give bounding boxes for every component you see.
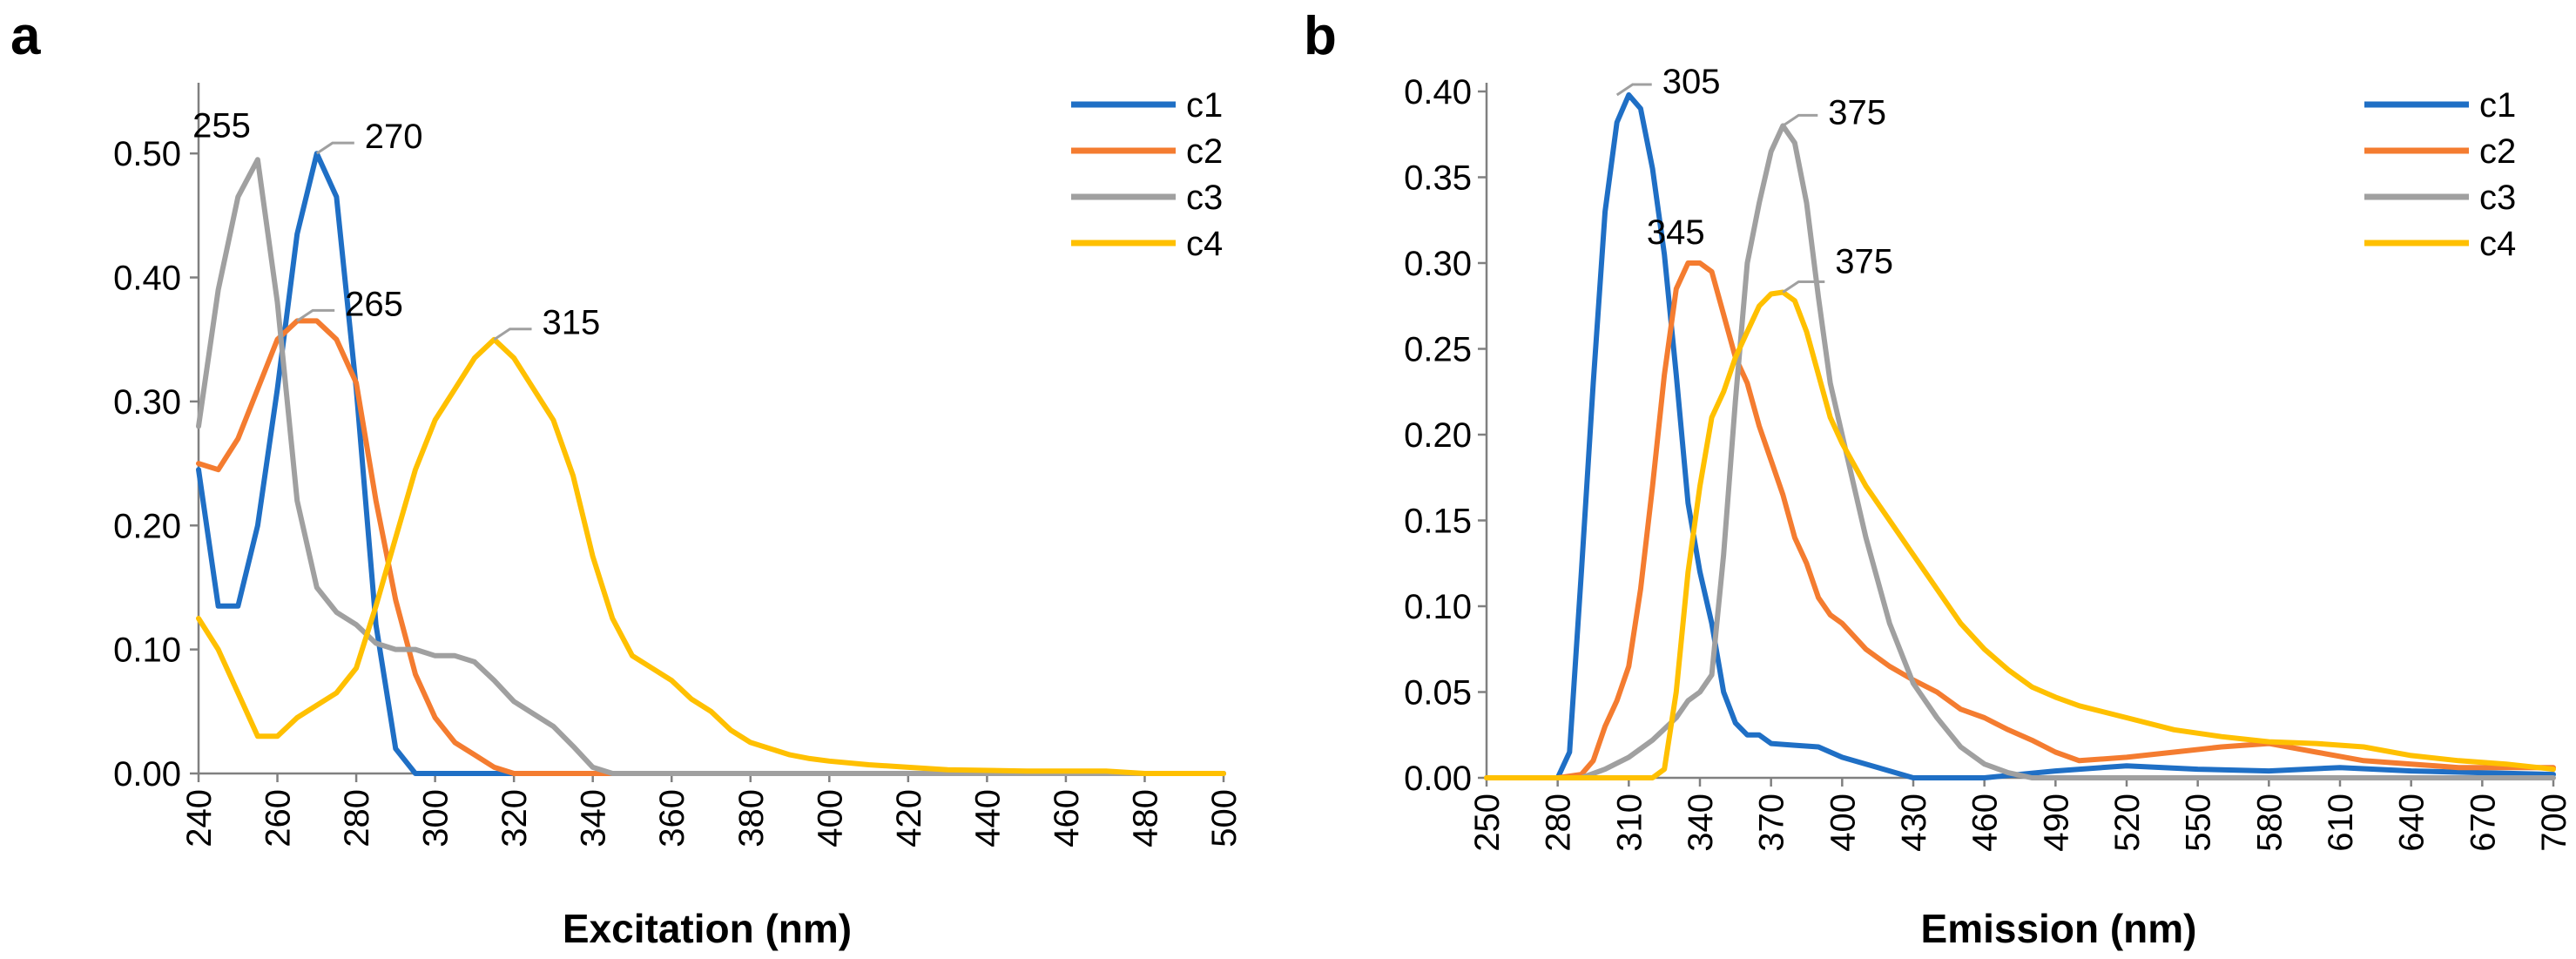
annotation-leader-a [493, 328, 532, 341]
annotation-leader-b [1615, 83, 1652, 97]
x-tick-label-a: 380 [732, 789, 771, 848]
x-tick-label-a: 440 [968, 789, 1007, 848]
legend-label-c3-a: c3 [1186, 179, 1223, 217]
x-tick-label-a: 320 [496, 789, 534, 848]
x-tick-label-b: 340 [1682, 794, 1720, 852]
x-tick-label-a: 340 [575, 789, 613, 848]
peak-label-c3-a: 255 [192, 106, 251, 145]
peak-label-c3-b: 375 [1828, 93, 1886, 132]
x-tick-label-b: 460 [1966, 794, 2005, 852]
x-tick-label-b: 280 [1540, 794, 1578, 852]
legend-label-c4-a: c4 [1186, 225, 1223, 263]
x-tick-label-a: 480 [1126, 789, 1164, 848]
peak-label-c2-a: 265 [345, 285, 403, 323]
y-tick-label-b: 0.30 [1404, 245, 1472, 283]
y-tick-label-b: 0.20 [1404, 416, 1472, 455]
annotation-leader-b [1782, 280, 1825, 294]
x-tick-label-b: 670 [2464, 794, 2502, 852]
y-tick-label-b: 0.05 [1404, 674, 1472, 712]
legend-label-c1-a: c1 [1186, 86, 1223, 125]
peak-label-c4-b: 375 [1835, 242, 1893, 280]
y-tick-label-a: 0.40 [113, 260, 181, 298]
legend-label-c2-b: c2 [2479, 132, 2516, 171]
peak-label-c1-b: 305 [1662, 63, 1721, 101]
x-tick-label-b: 430 [1895, 794, 1933, 852]
peak-label-c4-a: 315 [543, 304, 601, 342]
series-line-c4-a [196, 336, 1226, 776]
y-tick-label-a: 0.30 [113, 383, 181, 422]
x-tick-label-a: 260 [260, 789, 298, 848]
series-line-c2-a [196, 318, 1226, 776]
x-tick-label-b: 640 [2393, 794, 2431, 852]
peak-label-c2-b: 345 [1647, 213, 1705, 252]
panel-label-b: b [1304, 6, 1337, 66]
annotation-leader-b [1782, 113, 1818, 127]
y-tick-label-a: 0.20 [113, 507, 181, 545]
x-tick-label-b: 490 [2037, 794, 2075, 852]
x-tick-label-a: 400 [811, 789, 849, 848]
peak-label-c1-a: 270 [365, 118, 423, 156]
x-tick-label-b: 400 [1824, 794, 1862, 852]
x-tick-label-b: 250 [1468, 794, 1507, 852]
chart-panel-a: a 0.00 0.10 0.20 0.30 0.40 0.50 240 260 280 300 32… [10, 6, 1244, 951]
x-tick-label-b: 370 [1753, 794, 1791, 852]
chart-panel-b: b 0.00 0.05 0.10 0.15 0.20 0.25 0.30 0.35 0.40 25… [1304, 6, 2573, 951]
y-tick-label-a: 0.50 [113, 135, 181, 173]
y-tick-label-a: 0.00 [113, 755, 181, 794]
x-tick-label-a: 500 [1205, 789, 1244, 848]
x-tick-label-b: 550 [2180, 794, 2218, 852]
series-line-c3-a [196, 157, 1226, 776]
x-tick-label-a: 420 [890, 789, 928, 848]
y-tick-label-b: 0.25 [1404, 331, 1472, 369]
legend-label-c3-b: c3 [2479, 179, 2516, 217]
series-line-c3-b [1484, 123, 2556, 780]
x-tick-label-b: 310 [1610, 794, 1649, 852]
x-tick-label-a: 300 [417, 789, 455, 848]
x-tick-label-a: 460 [1048, 789, 1086, 848]
x-tick-label-b: 700 [2535, 794, 2573, 852]
x-axis-title-a: Excitation (nm) [563, 906, 852, 951]
legend-label-c4-b: c4 [2479, 225, 2516, 263]
x-tick-label-b: 580 [2250, 794, 2289, 852]
legend-label-c1-b: c1 [2479, 86, 2516, 125]
series-line-c2-b [1484, 260, 2556, 780]
annotation-leader-a [315, 141, 354, 155]
series-line-c4-b [1484, 289, 2556, 780]
panel-label-a: a [10, 6, 41, 66]
y-tick-label-b: 0.10 [1404, 588, 1472, 626]
x-tick-label-a: 280 [338, 789, 376, 848]
y-tick-label-b: 0.15 [1404, 503, 1472, 541]
y-tick-label-a: 0.10 [113, 631, 181, 670]
annotation-leader-a [296, 308, 335, 322]
series-line-c1-a [196, 151, 1226, 776]
x-tick-label-a: 360 [653, 789, 691, 848]
y-tick-label-b: 0.35 [1404, 159, 1472, 198]
series-line-c1-b [1484, 91, 2556, 780]
x-axis-title-b: Emission (nm) [1921, 906, 2197, 951]
x-tick-label-b: 610 [2322, 794, 2360, 852]
y-tick-label-b: 0.40 [1404, 73, 1472, 111]
x-tick-label-a: 240 [180, 789, 219, 848]
legend-label-c2-a: c2 [1186, 132, 1223, 171]
y-tick-label-b: 0.00 [1404, 760, 1472, 798]
x-tick-label-b: 520 [2108, 794, 2147, 852]
